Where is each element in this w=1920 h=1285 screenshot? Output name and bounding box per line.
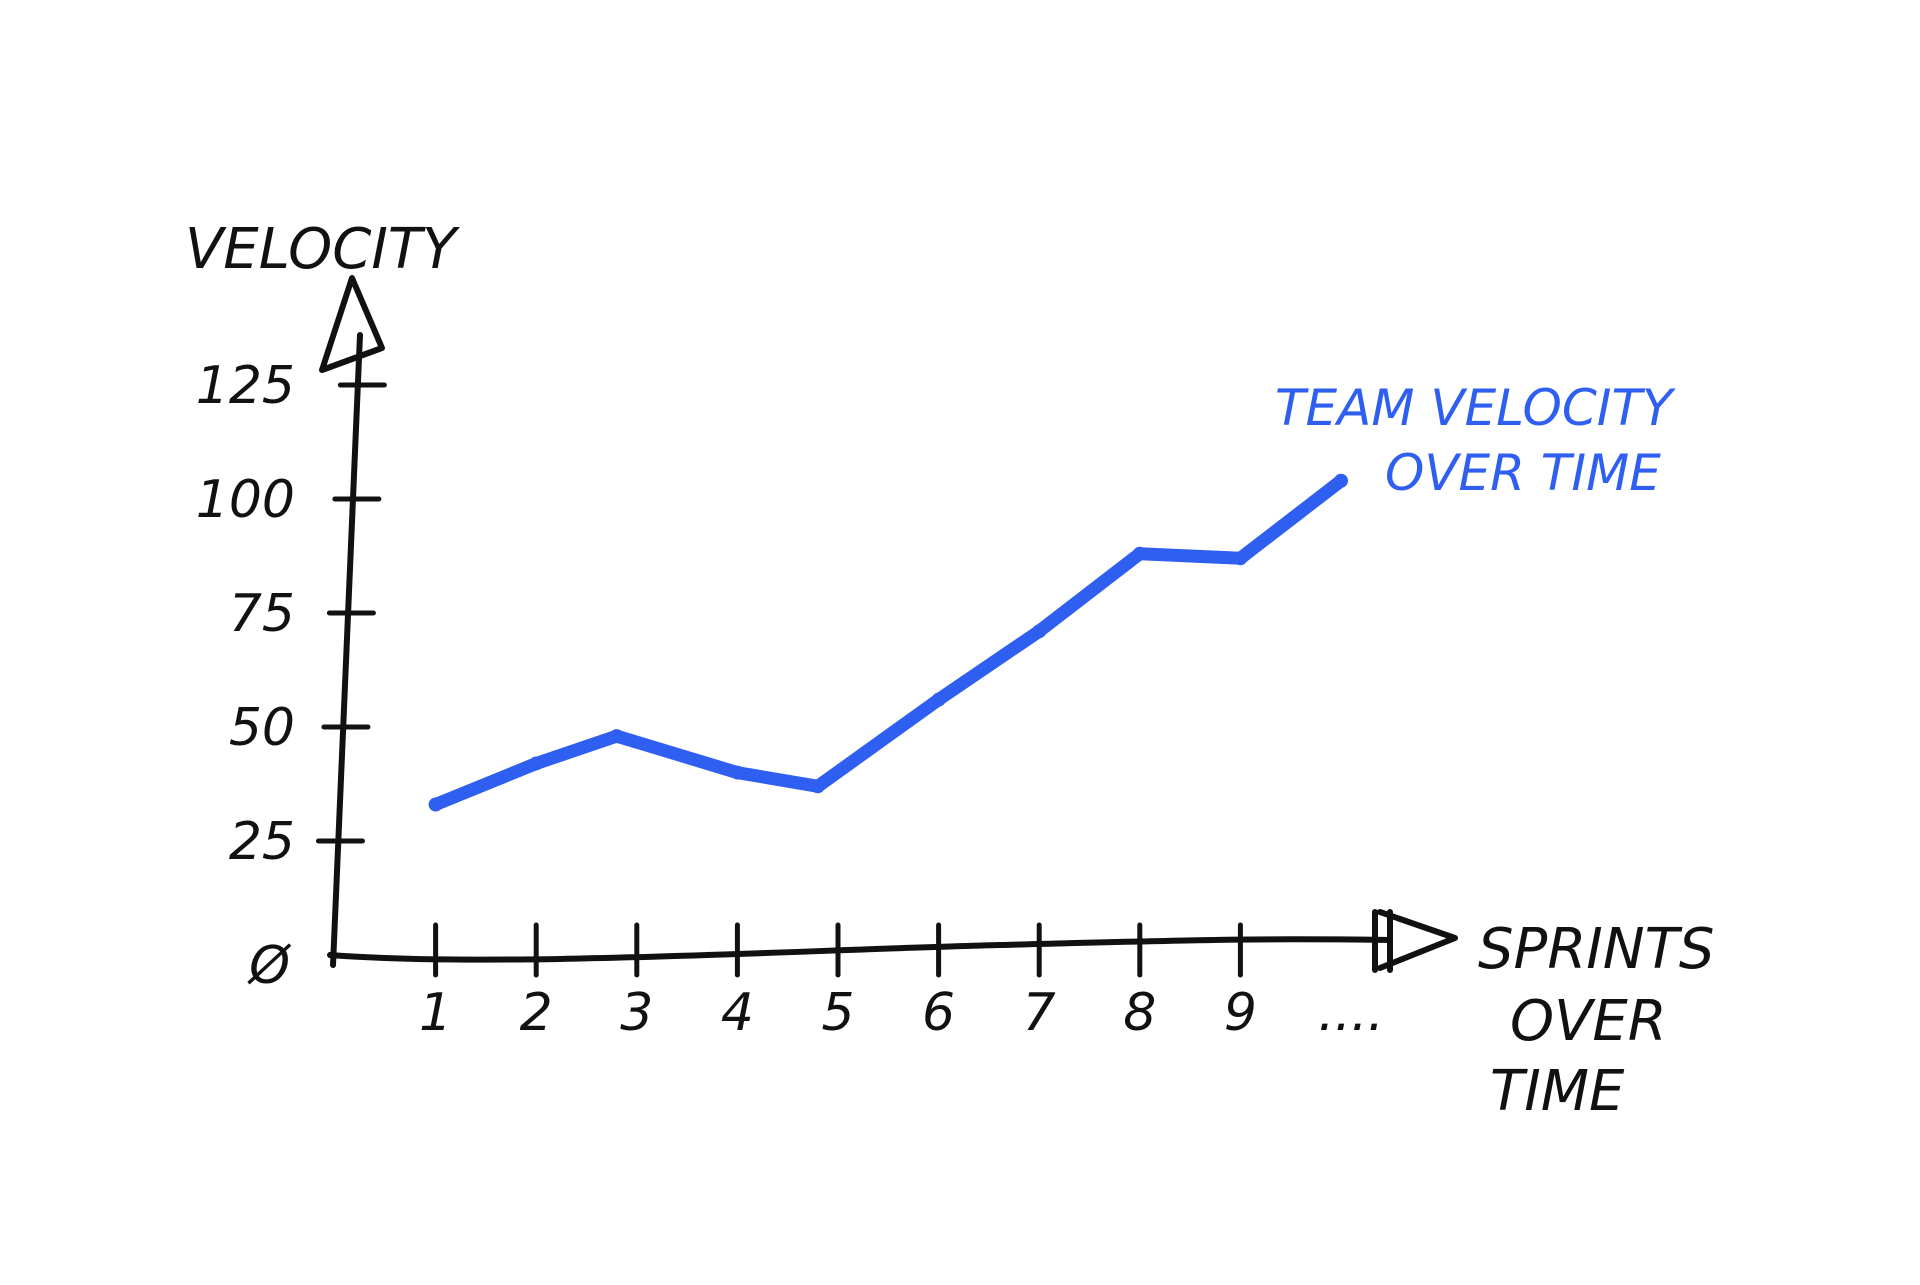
- x-tick-label-4: 4: [721, 983, 754, 1043]
- series-point-10: [1334, 473, 1348, 488]
- y-tick-label-Ø: Ø: [247, 936, 292, 996]
- x-tick-label-7: 7: [1023, 983, 1056, 1043]
- ticks: Ø 25 50 75 100 125 1 2 3 4 5 6 7 8 9....: [196, 356, 1384, 1043]
- series-point-6: [931, 692, 946, 707]
- x-tick-label-1: 1: [419, 983, 452, 1043]
- x-tick-label-3: 3: [620, 983, 653, 1043]
- axes: [319, 275, 1458, 973]
- series-line-0: [429, 474, 1348, 811]
- series-label-line-2: OVER TIME: [1385, 444, 1661, 502]
- y-tick-label-125: 125: [196, 356, 295, 416]
- series-point-1: [428, 797, 443, 812]
- series-point-4: [730, 765, 745, 780]
- x-axis-label-line-2: OVER: [1510, 989, 1667, 1054]
- y-tick-label-25: 25: [229, 812, 295, 872]
- y-axis-arrowhead: [319, 275, 385, 373]
- x-tick-label-5: 5: [821, 983, 854, 1043]
- series-point-9: [1233, 551, 1248, 566]
- y-axis-label: VELOCITY: [185, 217, 460, 282]
- x-axis-label-line-1: SPRINTS: [1478, 917, 1714, 982]
- x-axis-line: [327, 936, 1393, 963]
- y-tick-label-50: 50: [229, 698, 295, 758]
- series-point-2: [529, 756, 544, 771]
- x-tick-label-10: ....: [1318, 983, 1384, 1043]
- x-axis-arrowhead: [1372, 909, 1458, 973]
- series-point-3: [609, 729, 624, 744]
- series-point-5: [810, 779, 825, 794]
- y-tick-label-100: 100: [196, 470, 295, 530]
- series-label-line-1: TEAM VELOCITY: [1275, 379, 1676, 437]
- series-point-7: [1032, 624, 1047, 639]
- x-tick-label-6: 6: [922, 983, 955, 1043]
- series-point-8: [1132, 546, 1147, 561]
- x-tick-label-2: 2: [520, 983, 553, 1043]
- y-axis-line: [330, 332, 363, 968]
- x-tick-label-8: 8: [1123, 983, 1156, 1043]
- x-axis-label-line-3: TIME: [1490, 1059, 1625, 1124]
- x-tick-label-9: 9: [1224, 983, 1257, 1043]
- y-tick-label-75: 75: [229, 584, 295, 644]
- series-layer: [428, 473, 1348, 812]
